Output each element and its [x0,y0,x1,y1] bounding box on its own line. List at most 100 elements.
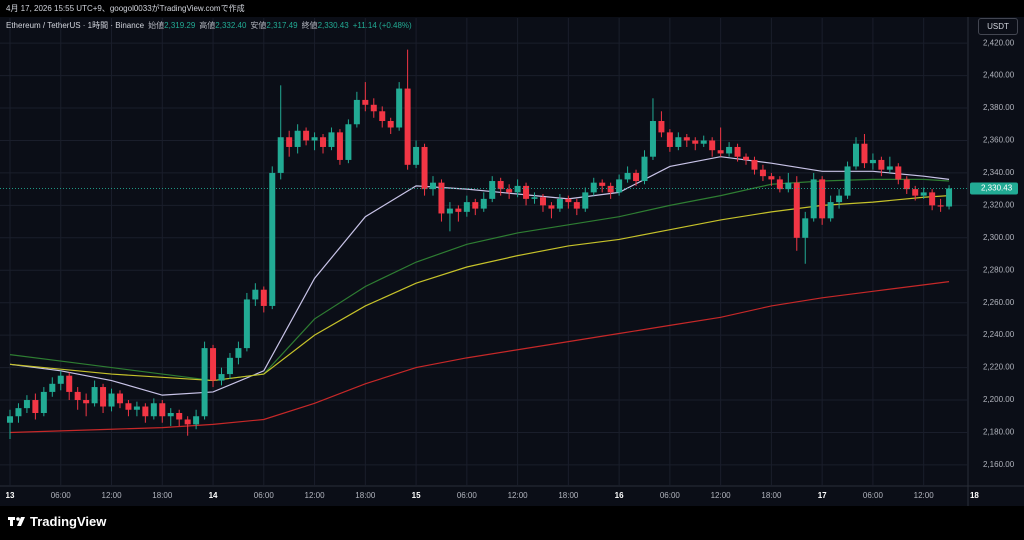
candle-body [751,159,758,170]
candle-body [734,146,741,157]
candle-body [531,197,538,199]
candle-body [565,198,572,203]
last-price-label: 2,330.43 [981,184,1013,193]
y-tick-label: 2,240.00 [983,330,1015,339]
x-tick-label: 12:00 [711,491,732,500]
candle-body [201,348,208,417]
candle-body [556,198,563,209]
candle-body [116,393,123,404]
y-tick-label: 2,200.00 [983,395,1015,404]
candle-body [497,181,504,190]
candle-body [946,188,953,207]
ohlc-value: 2,317.49 [266,21,298,30]
candle-body [539,197,546,206]
candle-body [920,192,927,196]
candle-body [91,387,98,404]
x-tick-label: 18:00 [761,491,782,500]
candle-body [303,130,310,141]
candle-body [929,192,936,206]
candle-body [159,403,166,417]
candle-body [404,88,411,165]
candle-body [700,140,707,144]
x-tick-label: 16 [615,491,624,500]
candle-body [320,137,327,147]
y-tick-label: 2,160.00 [983,460,1015,469]
x-tick-label: 06:00 [863,491,884,500]
candle-body [480,198,487,209]
candle-body [827,202,834,219]
candle-body [133,406,140,410]
candle-body [83,400,90,404]
change: +11.14 (+0.48%) [352,21,412,30]
candle-body [370,104,377,112]
candle-body [793,182,800,238]
candle-body [886,166,893,170]
candle-body [336,132,343,160]
candle-body [616,179,623,193]
y-tick-label: 2,300.00 [983,233,1015,242]
x-tick-label: 06:00 [51,491,72,500]
candle-body [125,403,132,410]
y-tick-label: 2,260.00 [983,298,1015,307]
candle-body [387,121,394,128]
candle-body [836,195,843,203]
candle-body [903,179,910,190]
candle-body [802,218,809,238]
candle-body [226,357,233,375]
candle-body [438,182,445,214]
candle-body [514,185,521,193]
last-price-box [970,182,1018,195]
ohlc-value: 2,332.40 [215,21,247,30]
candle-body [489,181,496,199]
candle-body [692,140,699,144]
candle-body [379,111,386,122]
candle-body [66,375,73,392]
candle-body [210,348,217,381]
y-tick-label: 2,180.00 [983,428,1015,437]
candle-body [328,132,335,147]
candle-body [235,348,242,358]
candle-body [649,121,656,157]
candle-body [277,137,284,173]
candle-body [844,166,851,196]
candle-body [446,208,453,214]
candle-body [743,156,750,160]
candle-body [810,179,817,219]
candle-body [633,172,640,182]
y-tick-label: 2,280.00 [983,265,1015,274]
x-tick-label: 18:00 [152,491,173,500]
candle-body [607,185,614,193]
ohlc-value: 2,319.29 [164,21,196,30]
candle-body [523,185,530,199]
x-tick-label: 17 [818,491,827,500]
candle-body [819,179,826,219]
candle-body [74,391,81,401]
candle-body [294,130,301,147]
candle-body [311,137,318,141]
candle-body [878,159,885,170]
candle-body [726,146,733,154]
y-tick-label: 2,340.00 [983,168,1015,177]
candle-body [167,413,174,417]
candle-body [869,159,876,164]
candle-body [666,132,673,147]
y-tick-label: 2,380.00 [983,103,1015,112]
candle-body [260,289,267,306]
candle-body [15,408,22,417]
candle-body [641,156,648,182]
ohlc-label: 安値 [250,21,267,30]
candle-body [184,419,191,425]
x-tick-label: 06:00 [254,491,275,500]
candle-body [624,172,631,180]
candle-body [396,88,403,128]
candle-body [345,124,352,160]
candle-body [269,172,276,306]
ohlc-value: 2,330.43 [317,21,349,30]
currency-button[interactable]: USDT [978,18,1018,35]
candle-body [57,375,64,384]
candle-body [353,99,360,125]
y-tick-label: 2,360.00 [983,136,1015,145]
y-tick-label: 2,320.00 [983,200,1015,209]
candle-body [7,416,13,423]
x-tick-label: 12:00 [102,491,123,500]
